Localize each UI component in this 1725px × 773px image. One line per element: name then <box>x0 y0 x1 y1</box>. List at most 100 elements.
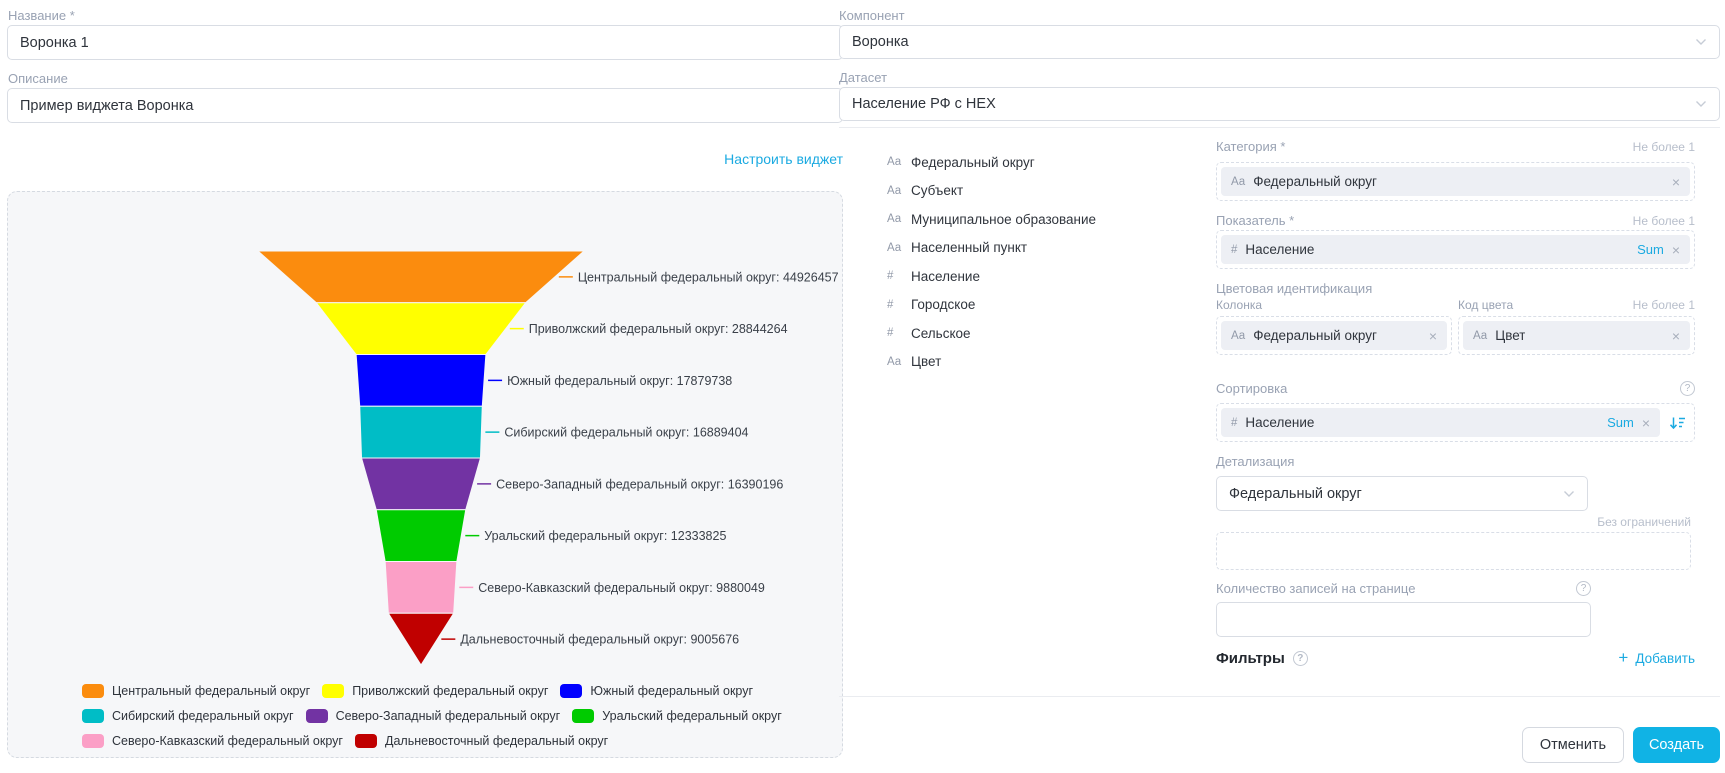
cancel-button[interactable]: Отменить <box>1522 727 1624 763</box>
legend-item[interactable]: Дальневосточный федеральный округ <box>355 734 608 748</box>
funnel-segment[interactable] <box>362 458 481 510</box>
measure-label: Показатель * <box>1216 213 1294 228</box>
create-button[interactable]: Создать <box>1633 727 1720 763</box>
add-filter-button[interactable]: + Добавить <box>1618 648 1695 668</box>
legend-swatch <box>306 709 328 723</box>
field-type-icon: # <box>1231 244 1237 256</box>
legend-swatch <box>572 709 594 723</box>
legend-swatch <box>82 734 104 748</box>
legend-swatch <box>322 684 344 698</box>
page-size-label: Количество записей на странице <box>1216 581 1415 596</box>
funnel-segment[interactable] <box>385 562 457 614</box>
aggregation-badge[interactable]: Sum <box>1637 242 1664 257</box>
legend-label: Уральский федеральный округ <box>602 709 782 723</box>
legend-label: Северо-Кавказский федеральный округ <box>112 734 343 748</box>
help-icon[interactable]: ? <box>1680 381 1695 396</box>
description-label: Описание <box>8 71 68 86</box>
plus-icon: + <box>1618 648 1628 668</box>
legend-item[interactable]: Северо-Западный федеральный округ <box>306 709 561 723</box>
category-dropzone[interactable]: Аа Федеральный округ × <box>1216 162 1695 201</box>
legend-item[interactable]: Южный федеральный округ <box>560 684 753 698</box>
sort-descending-icon[interactable] <box>1664 408 1690 437</box>
dataset-field[interactable]: Аа Федеральный округ <box>887 148 1096 177</box>
funnel-segment[interactable] <box>356 355 486 407</box>
funnel-chart: Центральный федеральный округ: 44926457 П… <box>8 192 844 682</box>
legend-swatch <box>355 734 377 748</box>
remove-icon[interactable]: × <box>1672 243 1680 257</box>
category-label: Категория * <box>1216 139 1285 154</box>
dataset-field[interactable]: # Сельское <box>887 319 1096 348</box>
color-column-field-chip[interactable]: Аа Федеральный округ × <box>1221 321 1447 350</box>
funnel-segment[interactable] <box>360 406 483 458</box>
category-limit-hint: Не более 1 <box>1633 140 1695 154</box>
dataset-select-value: Население РФ с HEX <box>852 96 996 112</box>
field-type-icon: Аа <box>887 242 911 254</box>
legend-row: Сибирский федеральный округ Северо-Западн… <box>82 709 782 723</box>
component-select-value: Воронка <box>852 34 909 50</box>
category-field-chip[interactable]: Аа Федеральный округ × <box>1221 167 1690 196</box>
name-input[interactable] <box>7 25 843 60</box>
remove-icon[interactable]: × <box>1429 329 1437 343</box>
description-input[interactable] <box>7 88 843 123</box>
dataset-field[interactable]: Аа Субъект <box>887 177 1096 206</box>
dataset-field[interactable]: # Городское <box>887 291 1096 320</box>
dataset-field[interactable]: Аа Муниципальное образование <box>887 205 1096 234</box>
measure-dropzone[interactable]: # Население Sum × <box>1216 230 1695 269</box>
measure-field-chip[interactable]: # Население Sum × <box>1221 235 1690 264</box>
funnel-segment[interactable] <box>258 251 584 303</box>
legend-item[interactable]: Сибирский федеральный округ <box>82 709 294 723</box>
widget-editor-page: Название * Описание Настроить виджет Цен… <box>0 0 1725 773</box>
funnel-data-label: Дальневосточный федеральный округ: 90056… <box>460 633 739 647</box>
legend-item[interactable]: Приволжский федеральный округ <box>322 684 548 698</box>
remove-icon[interactable]: × <box>1672 175 1680 189</box>
filters-label: Фильтры ? <box>1216 650 1308 667</box>
chevron-down-icon <box>1563 490 1575 498</box>
legend-item[interactable]: Уральский федеральный округ <box>572 709 782 723</box>
legend-item[interactable]: Центральный федеральный округ <box>82 684 310 698</box>
legend-item[interactable]: Северо-Кавказский федеральный округ <box>82 734 343 748</box>
legend-swatch <box>82 684 104 698</box>
legend-row: Центральный федеральный округ Приволжский… <box>82 684 782 698</box>
legend-label: Приволжский федеральный округ <box>352 684 548 698</box>
field-type-icon: Аа <box>887 185 911 197</box>
sort-dropzone[interactable]: # Население Sum × <box>1216 403 1695 442</box>
configure-widget-link[interactable]: Настроить виджет <box>724 151 843 167</box>
color-identification-label: Цветовая идентификация <box>1216 281 1372 296</box>
color-column-label: Колонка <box>1216 298 1262 312</box>
aggregation-badge[interactable]: Sum <box>1607 415 1634 430</box>
color-code-field-chip[interactable]: Аа Цвет × <box>1463 321 1690 350</box>
help-icon[interactable]: ? <box>1576 581 1591 596</box>
legend-label: Южный федеральный округ <box>590 684 753 698</box>
funnel-data-label: Центральный федеральный округ: 44926457 <box>578 270 839 284</box>
funnel-data-label: Южный федеральный округ: 17879738 <box>507 374 732 388</box>
funnel-data-label: Приволжский федеральный округ: 28844264 <box>529 322 788 336</box>
funnel-segment[interactable] <box>376 510 465 562</box>
field-type-icon: Аа <box>887 213 911 225</box>
extra-dropzone-empty[interactable] <box>1216 532 1691 570</box>
color-column-dropzone[interactable]: Аа Федеральный округ × <box>1216 316 1452 355</box>
help-icon[interactable]: ? <box>1293 651 1308 666</box>
dataset-field[interactable]: Аа Населенный пункт <box>887 234 1096 263</box>
color-code-dropzone[interactable]: Аа Цвет × <box>1458 316 1695 355</box>
sort-field-chip[interactable]: # Население Sum × <box>1221 408 1660 437</box>
dataset-label: Датасет <box>839 70 887 85</box>
funnel-data-label: Сибирский федеральный округ: 16889404 <box>504 426 748 440</box>
color-code-label: Код цвета <box>1458 298 1513 312</box>
dataset-select[interactable]: Население РФ с HEX <box>839 87 1720 121</box>
funnel-segment[interactable] <box>316 303 525 355</box>
funnel-data-label: Уральский федеральный округ: 12333825 <box>484 529 726 543</box>
dataset-field[interactable]: Аа Цвет <box>887 348 1096 377</box>
detail-label: Детализация <box>1216 454 1294 469</box>
dataset-field[interactable]: # Население <box>887 262 1096 291</box>
component-select[interactable]: Воронка <box>839 25 1720 59</box>
chevron-down-icon <box>1695 100 1707 108</box>
chart-preview-panel: Центральный федеральный округ: 44926457 П… <box>7 191 843 758</box>
page-size-input[interactable] <box>1216 602 1591 637</box>
legend-label: Дальневосточный федеральный округ <box>385 734 608 748</box>
funnel-data-label: Северо-Западный федеральный округ: 16390… <box>496 477 783 491</box>
detail-select[interactable]: Федеральный округ <box>1216 476 1588 511</box>
remove-icon[interactable]: × <box>1642 416 1650 430</box>
name-label: Название * <box>8 8 75 23</box>
remove-icon[interactable]: × <box>1672 329 1680 343</box>
legend-swatch <box>82 709 104 723</box>
